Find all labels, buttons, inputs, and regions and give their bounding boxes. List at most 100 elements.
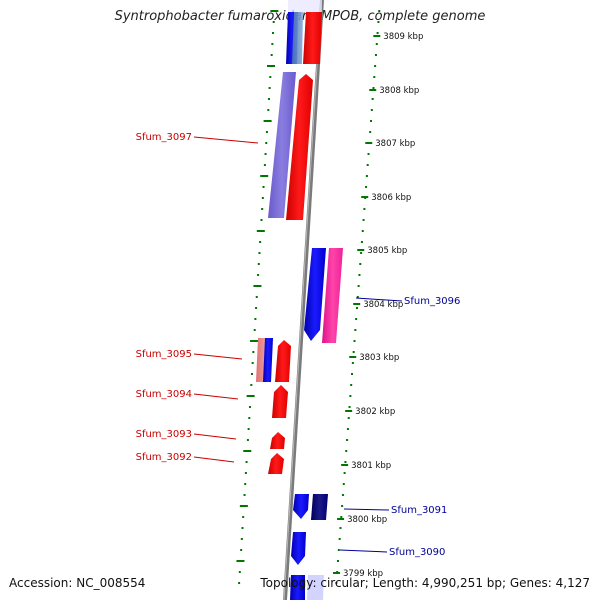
scale-label: 3800 kbp: [347, 515, 387, 525]
scale-tick: [349, 356, 357, 358]
track-dot: [341, 494, 344, 496]
gene-label[interactable]: Sfum_3093: [136, 429, 192, 440]
gene-feature-pink-right[interactable]: [322, 248, 343, 343]
track-dot: [374, 54, 377, 56]
track-dot: [270, 54, 273, 56]
gene-label[interactable]: Sfum_3094: [136, 389, 192, 400]
track-dot: [371, 98, 374, 100]
track-dot: [243, 494, 246, 496]
track-dot: [257, 263, 260, 265]
track-dot: [376, 32, 379, 34]
track-dot: [354, 329, 357, 331]
gene-feature-red-3092[interactable]: [268, 453, 284, 474]
scale-tick: [333, 572, 341, 574]
track-dot: [375, 43, 378, 45]
track-dot: [244, 472, 247, 474]
track-dot: [341, 505, 344, 507]
track-dot: [246, 439, 249, 441]
track-dot: [253, 285, 262, 287]
track-dot: [353, 340, 356, 342]
gene-leader-line: [339, 549, 388, 553]
gene-feature-top-steel[interactable]: [292, 12, 303, 64]
gene-label[interactable]: Sfum_3092: [136, 452, 192, 463]
gene-leader-line: [193, 353, 243, 360]
gene-feature-red-large[interactable]: [286, 74, 313, 220]
track-dot: [360, 252, 363, 254]
gene-feature-blue-small[interactable]: [263, 338, 273, 382]
scale-tick: [373, 35, 381, 37]
track-dot: [357, 285, 360, 287]
track-dot: [355, 318, 358, 320]
track-dot: [268, 87, 271, 89]
track-dot: [378, 10, 381, 12]
gene-feature-bottom-pale: [307, 575, 324, 600]
track-dot: [260, 219, 263, 221]
track-dot: [347, 417, 350, 419]
scale-tick: [345, 410, 353, 412]
gene-leader-line: [343, 508, 390, 511]
topology-label: Topology: circular; Length: 4,990,251 bp…: [260, 576, 590, 590]
track-dot: [243, 450, 252, 452]
track-dot: [337, 549, 340, 551]
track-dot: [238, 571, 241, 573]
gene-label[interactable]: Sfum_3091: [391, 505, 447, 516]
scale-label: 3799 kbp: [343, 569, 383, 579]
track-dot: [358, 274, 361, 276]
scale-label: 3808 kbp: [379, 86, 419, 96]
track-dot: [269, 76, 272, 78]
gene-feature-red-3095[interactable]: [275, 340, 291, 382]
track-dot: [340, 516, 343, 518]
gene-feature-blue-3090[interactable]: [291, 532, 306, 565]
track-dot: [344, 461, 347, 463]
scale-tick: [369, 89, 377, 91]
track-dot: [373, 76, 376, 78]
scale-label: 3807 kbp: [375, 139, 415, 149]
gene-feature-blue-right[interactable]: [304, 248, 326, 341]
scale-label: 3805 kbp: [367, 246, 407, 256]
scale-label: 3809 kbp: [383, 32, 423, 42]
track-dot: [236, 560, 245, 562]
track-dot: [245, 461, 248, 463]
track-dot: [350, 384, 353, 386]
gene-leader-line: [193, 136, 259, 144]
gene-feature-red-3093[interactable]: [270, 432, 285, 449]
track-dot: [244, 483, 247, 485]
track-dot: [240, 549, 243, 551]
track-dot: [247, 428, 250, 430]
gene-feature-bottom-blue[interactable]: [290, 575, 305, 600]
gene-feature-blue-3091[interactable]: [293, 494, 309, 519]
gene-label[interactable]: Sfum_3095: [136, 349, 192, 360]
gene-leader-line: [355, 297, 403, 302]
track-dot: [263, 164, 266, 166]
track-dot: [262, 186, 265, 188]
track-dot: [377, 21, 380, 23]
track-dot: [239, 505, 248, 507]
scale-tick: [337, 518, 345, 520]
track-dot: [337, 560, 339, 562]
gene-feature-navy-3091[interactable]: [311, 494, 328, 520]
gene-feature-top-red[interactable]: [303, 12, 322, 64]
gene-label[interactable]: Sfum_3090: [389, 547, 445, 558]
track-dot: [338, 538, 341, 540]
track-dot: [264, 153, 267, 155]
gene-label[interactable]: Sfum_3097: [136, 132, 192, 143]
track-dot: [250, 384, 253, 386]
track-dot: [248, 406, 251, 408]
gene-label[interactable]: Sfum_3096: [404, 296, 460, 307]
track-dot: [258, 252, 261, 254]
track-dot: [360, 241, 363, 243]
gene-feature-red-3094[interactable]: [272, 385, 288, 418]
track-dot: [356, 296, 359, 298]
track-dot: [261, 208, 264, 210]
track-dot: [254, 318, 257, 320]
track-dot: [374, 65, 377, 67]
track-dot: [261, 197, 264, 199]
track-dot: [241, 527, 244, 529]
track-dot: [260, 175, 269, 177]
gene-feature-purple[interactable]: [268, 72, 296, 218]
right-dotted-track: [335, 10, 381, 584]
track-dot: [248, 417, 251, 419]
track-dot: [271, 43, 274, 45]
